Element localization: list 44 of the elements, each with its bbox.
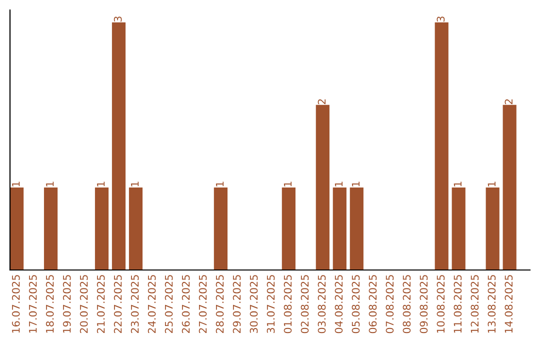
data-label: 1 bbox=[131, 182, 139, 186]
x-tick-label: 10.08.2025 bbox=[436, 275, 445, 333]
x-tick-label: 18.07.2025 bbox=[46, 275, 54, 333]
x-tick-label: 28.07.2025 bbox=[216, 275, 224, 334]
x-tick-label: 07.08.2025 bbox=[386, 275, 394, 334]
x-tick-label: 29.07.2025 bbox=[232, 275, 241, 334]
x-tick-label: 30.07.2025 bbox=[250, 275, 258, 334]
data-label: 1 bbox=[97, 182, 105, 186]
x-tick-label: 24.07.2025 bbox=[148, 275, 156, 334]
data-label: 1 bbox=[12, 182, 20, 186]
data-label: 1 bbox=[216, 182, 224, 186]
x-tick-label: 26.07.2025 bbox=[182, 275, 190, 334]
data-label: 3 bbox=[114, 16, 122, 22]
x-tick-label: 05.08.2025 bbox=[352, 275, 360, 334]
data-label: 1 bbox=[284, 182, 292, 186]
data-label: 1 bbox=[488, 182, 496, 186]
x-tick-label: 06.08.2025 bbox=[368, 275, 377, 334]
data-label: 1 bbox=[352, 182, 360, 186]
data-label: 1 bbox=[454, 182, 462, 186]
data-label: 2 bbox=[504, 99, 512, 104]
x-tick-label: 27.07.2025 bbox=[198, 275, 207, 334]
x-tick-label: 13.08.2025 bbox=[488, 275, 496, 333]
x-tick-label: 11.08.2025 bbox=[454, 275, 462, 333]
x-tick-label: 17.07.2025 bbox=[28, 275, 37, 333]
x-tick-label: 14.08.2025 bbox=[504, 275, 513, 333]
x-tick-label: 25.07.2025 bbox=[164, 275, 173, 334]
x-tick-label: 20.07.2025 bbox=[80, 275, 88, 334]
data-label: 3 bbox=[436, 16, 445, 22]
x-tick-label: 02.08.2025 bbox=[300, 275, 309, 334]
x-tick-label: 22.07.2025 bbox=[114, 275, 122, 334]
data-label: 1 bbox=[46, 182, 54, 186]
x-tick-label: 16.07.2025 bbox=[12, 275, 20, 333]
x-tick-label: 08.08.2025 bbox=[402, 275, 411, 334]
x-tick-label: 04.08.2025 bbox=[334, 275, 343, 334]
x-tick-label: 23.07.2025 bbox=[130, 275, 139, 334]
data-label: 2 bbox=[318, 99, 326, 104]
x-tick-label: 09.08.2025 bbox=[420, 275, 428, 334]
x-tick-label: 01.08.2025 bbox=[284, 275, 292, 334]
x-tick-label: 21.07.2025 bbox=[96, 275, 105, 334]
x-tick-label: 12.08.2025 bbox=[470, 275, 479, 333]
x-tick-label: 31.07.2025 bbox=[266, 275, 275, 334]
data-label: 1 bbox=[334, 182, 343, 186]
x-tick-label: 03.08.2025 bbox=[318, 275, 326, 334]
x-tick-label: 19.07.2025 bbox=[62, 275, 71, 333]
